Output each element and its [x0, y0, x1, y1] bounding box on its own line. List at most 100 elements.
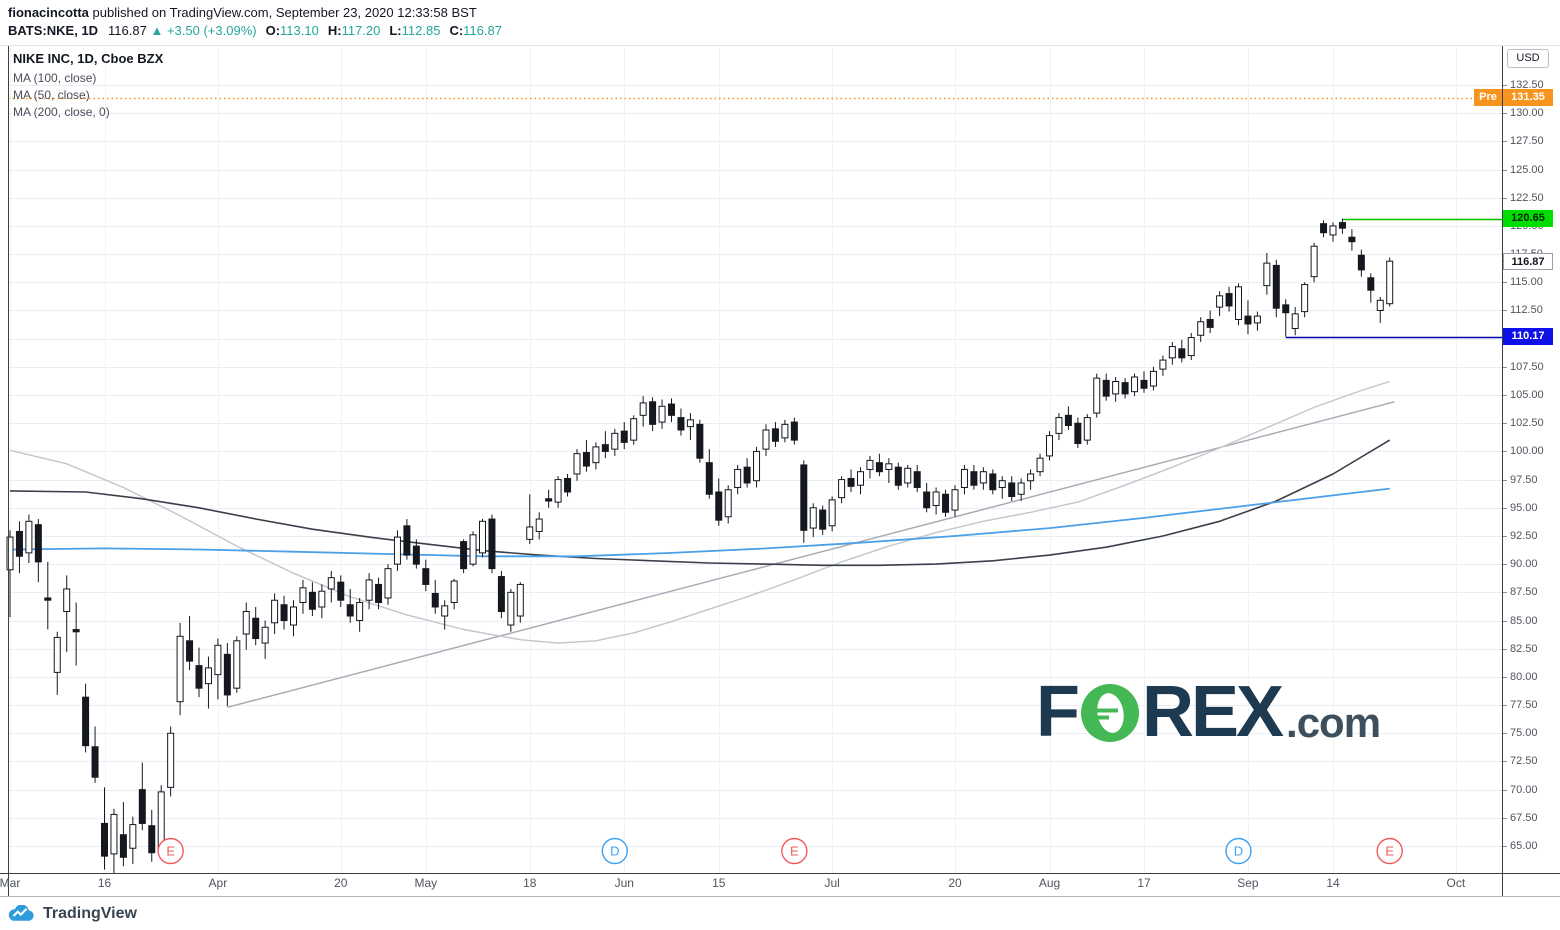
svg-text:E: E [790, 844, 799, 859]
time-axis-label: May [414, 876, 438, 890]
price-axis-label: 115.00 [1510, 276, 1543, 289]
price-axis-label: 102.50 [1510, 417, 1544, 430]
price-axis-label: 65.00 [1510, 839, 1538, 852]
horizontal-gridlines [8, 85, 1507, 847]
time-axis-label: Aug [1038, 876, 1061, 890]
legend-study-ma50[interactable]: MA (50, close) [13, 88, 90, 102]
ohlc-label: L: [389, 23, 402, 38]
publication-header: fionacincotta published on TradingView.c… [0, 0, 1560, 45]
price-axis-label: 125.00 [1510, 163, 1544, 176]
price-axis-label: 122.50 [1510, 191, 1544, 204]
moving-average-lines [9, 380, 1391, 644]
price-axis-label: 80.00 [1510, 670, 1538, 683]
price-axis-label: 105.00 [1510, 389, 1544, 402]
ma-line [9, 487, 1390, 558]
earnings-marker[interactable]: E [781, 837, 808, 865]
time-axis-label: Oct [1446, 876, 1466, 890]
time-axis-label: 20 [334, 876, 348, 890]
forex-watermark: F REX .com [1036, 672, 1381, 752]
time-axis-label: 17 [1137, 876, 1151, 890]
time-axis-label: Apr [208, 876, 228, 890]
publish-info: published on TradingView.com, September … [88, 5, 477, 20]
tradingview-logo-icon[interactable] [8, 905, 35, 923]
forex-letter-f: F [1036, 672, 1080, 752]
tradingview-brand[interactable]: TradingView [43, 905, 137, 922]
price-axis-label: 72.50 [1510, 755, 1538, 768]
time-axis-label: 16 [97, 876, 112, 890]
price-axis-label: 90.00 [1510, 558, 1538, 571]
time-axis-label: 15 [712, 876, 726, 890]
svg-text:E: E [1385, 844, 1394, 859]
time-axis[interactable]: Mar 16 Apr 20 May 18 Jun 15 Jul 20 Aug 17 Sep 14 Oct [0, 874, 1502, 896]
header-last-price: 116.87 [108, 23, 147, 38]
time-axis-label: Sep [1237, 876, 1259, 890]
last-price-badge: 116.87 [1503, 252, 1553, 270]
header-change: +3.50 (+3.09%) [166, 23, 257, 38]
price-axis-label: 67.50 [1510, 811, 1538, 824]
price-axis-label: 92.50 [1510, 529, 1538, 542]
price-axis-label: 75.00 [1510, 727, 1538, 740]
symbol-interval: BATS:NKE, 1D [8, 23, 99, 38]
candlestick-series [6, 218, 1394, 874]
premarket-pre-chip: Pre [1474, 89, 1502, 107]
time-axis-label: Jul [824, 876, 840, 890]
forex-letters-rex: REX [1141, 672, 1284, 752]
dividend-marker[interactable]: D [1225, 837, 1252, 865]
price-axis-label: 70.00 [1510, 783, 1538, 796]
symbol-line: BATS:NKE, 1D 116.87 ▲ +3.50 (+3.09%) O:113… [8, 22, 1560, 40]
chart-borders [0, 45, 1560, 897]
price-axis-label: 82.50 [1510, 642, 1538, 655]
dividend-marker[interactable]: D [601, 837, 628, 865]
price-axis-label: 77.50 [1510, 699, 1538, 712]
forex-dotcom: .com [1286, 699, 1381, 746]
legend-study-ma100[interactable]: MA (100, close) [13, 71, 97, 85]
premarket-price-badge: 131.35 [1503, 89, 1553, 107]
attribution-footer: TradingView [0, 898, 1560, 930]
price-axis[interactable]: USD 65.00 67.50 70.00 72.50 75.00 77.50 80.00 8… [1503, 0, 1560, 897]
forex-o-coin-icon [1080, 684, 1139, 742]
price-axis-label: 127.50 [1510, 135, 1544, 148]
publish-line: fionacincotta published on TradingView.c… [8, 4, 1560, 22]
price-axis-label: 85.00 [1510, 614, 1538, 627]
support-price-badge: 110.17 [1503, 328, 1553, 346]
ohlc-label: H: [327, 23, 342, 38]
price-axis-label: 130.00 [1510, 107, 1544, 120]
time-axis-label: 18 [523, 876, 537, 890]
currency-toggle-button[interactable]: USD [1507, 49, 1549, 68]
price-axis-label: 97.50 [1510, 473, 1538, 486]
legend-study-ma200[interactable]: MA (200, close, 0) [13, 105, 110, 119]
ohlc-value: 117.20 [341, 23, 381, 38]
time-axis-label: Jun [614, 876, 634, 890]
price-axis-label: 95.00 [1510, 501, 1538, 514]
price-axis-label: 112.50 [1510, 304, 1543, 317]
svg-text:D: D [1234, 844, 1243, 859]
ohlc-value: 116.87 [463, 23, 502, 38]
price-axis-label: 87.50 [1510, 586, 1538, 599]
time-axis-label: Mar [0, 876, 21, 890]
time-axis-label: 14 [1326, 876, 1340, 890]
publisher-name: fionacincotta [8, 5, 89, 20]
price-axis-label: 132.50 [1510, 79, 1544, 91]
ma-line [9, 380, 1390, 644]
ohlc-value: 112.85 [401, 23, 441, 38]
legend-symbol-title[interactable]: NIKE INC, 1D, Cboe BZX [13, 51, 164, 66]
svg-text:E: E [166, 844, 175, 859]
ohlc-label: C: [449, 23, 464, 38]
up-arrow-icon: ▲ [150, 23, 164, 38]
chart-legend: NIKE INC, 1D, Cboe BZX MA (100, close) M… [13, 51, 163, 121]
ohlc-values: O:113.10 H:117.20 L:112.85 C:116.87 [257, 23, 502, 38]
earnings-marker[interactable]: E [1376, 837, 1403, 865]
ohlc-label: O: [265, 23, 281, 38]
price-level-lines [8, 97, 1502, 339]
ma-line [9, 439, 1391, 567]
trendline[interactable] [227, 401, 1395, 709]
earnings-marker[interactable]: E [157, 837, 184, 865]
vertical-gridlines [10, 45, 1457, 873]
ohlc-value: 113.10 [280, 23, 319, 38]
resistance-price-badge: 120.65 [1503, 210, 1553, 228]
time-axis-label: 20 [948, 876, 962, 890]
svg-text:D: D [610, 844, 619, 859]
price-axis-label: 107.50 [1510, 360, 1544, 373]
